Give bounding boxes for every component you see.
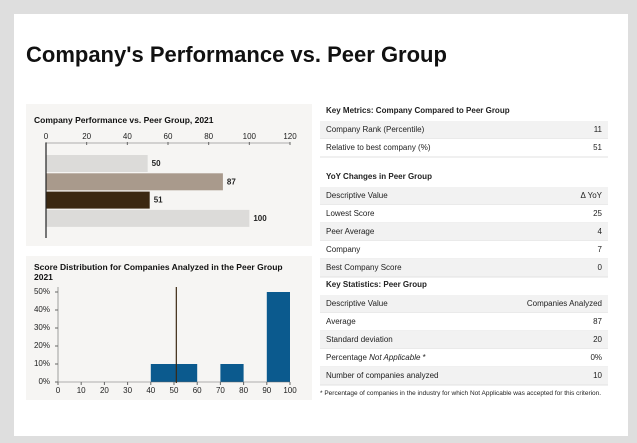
row-label: Relative to best company (%)	[326, 143, 431, 152]
chart-title: Score Distribution for Companies Analyze…	[34, 262, 283, 282]
row-label: Company	[326, 245, 360, 254]
table-row	[320, 295, 608, 313]
table-row	[320, 331, 608, 349]
y-tick-label: 40%	[34, 305, 50, 314]
row-label: Best Company Score	[326, 263, 402, 272]
x-tick-label: 40	[123, 132, 132, 141]
x-tick-label: 10	[77, 386, 86, 395]
bar	[46, 173, 223, 191]
row-value: Δ YoY	[580, 191, 602, 200]
row-label: Lowest Score	[326, 209, 375, 218]
y-tick-label: 20%	[34, 341, 50, 350]
row-label: Descriptive Value	[326, 191, 388, 200]
row-label: Peer Average	[326, 227, 375, 236]
histogram-bar	[220, 364, 244, 382]
histogram-bar	[174, 364, 198, 382]
table-row	[320, 223, 608, 241]
histogram-bar	[150, 364, 174, 382]
x-tick-label: 30	[123, 386, 132, 395]
page-title: Company's Performance vs. Peer Group	[26, 42, 447, 67]
footnote: * Percentage of companies in the industr…	[320, 390, 602, 397]
row-label-part: Not Applicable	[369, 353, 421, 362]
y-tick-label: 50%	[34, 287, 50, 296]
row-value: 20	[593, 335, 602, 344]
row-label-part: *	[420, 353, 425, 362]
row-label: Standard deviation	[326, 335, 393, 344]
row-value: 4	[598, 227, 603, 236]
bar	[46, 191, 150, 209]
row-value: 51	[593, 143, 602, 152]
row-value: 0%	[590, 353, 602, 362]
table-row	[320, 313, 608, 331]
x-tick-label: 40	[146, 386, 155, 395]
row-value: 7	[598, 245, 603, 254]
row-value: 10	[593, 371, 602, 380]
x-tick-label: 100	[283, 386, 297, 395]
x-tick-label: 50	[170, 386, 179, 395]
x-tick-label: 90	[262, 386, 271, 395]
row-label: Company Rank (Percentile)	[326, 125, 425, 134]
table-row	[320, 241, 608, 259]
x-tick-label: 20	[82, 132, 91, 141]
row-value: 87	[593, 317, 602, 326]
y-tick-label: 10%	[34, 359, 50, 368]
row-value: 11	[594, 125, 603, 134]
y-tick-label: 0%	[38, 377, 50, 386]
row-value: Companies Analyzed	[527, 299, 602, 308]
x-tick-label: 0	[56, 386, 61, 395]
x-tick-label: 60	[164, 132, 173, 141]
data-label: 87	[227, 177, 236, 186]
data-label: 51	[154, 196, 163, 205]
data-label: 50	[152, 159, 161, 168]
x-tick-label: 60	[193, 386, 202, 395]
row-label: Average	[326, 317, 356, 326]
bar	[46, 155, 148, 172]
table-row	[320, 121, 608, 139]
table-row	[320, 349, 608, 367]
table-row	[320, 259, 608, 277]
table-row	[320, 205, 608, 223]
row-label: Percentage Not Applicable *	[326, 353, 426, 362]
table-row	[320, 187, 608, 205]
table-title: Key Metrics: Company Compared to Peer Gr…	[326, 106, 510, 115]
data-label: 100	[253, 214, 267, 223]
table-row	[320, 367, 608, 385]
chart-title: Company Performance vs. Peer Group, 2021	[34, 115, 214, 125]
x-tick-label: 70	[216, 386, 225, 395]
x-tick-label: 80	[239, 386, 248, 395]
x-tick-label: 80	[204, 132, 213, 141]
y-tick-label: 30%	[34, 323, 50, 332]
row-value: 0	[598, 263, 603, 272]
bar	[46, 209, 250, 227]
x-tick-label: 20	[100, 386, 109, 395]
histogram-bar	[266, 292, 290, 382]
row-label-part: Percentage	[326, 353, 369, 362]
table-title: Key Statistics: Peer Group	[326, 280, 427, 289]
x-tick-label: 100	[243, 132, 257, 141]
row-label: Number of companies analyzed	[326, 371, 439, 380]
table-row	[320, 139, 608, 157]
row-label: Descriptive Value	[326, 299, 388, 308]
table-title: YoY Changes in Peer Group	[326, 172, 432, 181]
row-value: 25	[593, 209, 602, 218]
x-tick-label: 120	[283, 132, 297, 141]
x-tick-label: 0	[44, 132, 49, 141]
